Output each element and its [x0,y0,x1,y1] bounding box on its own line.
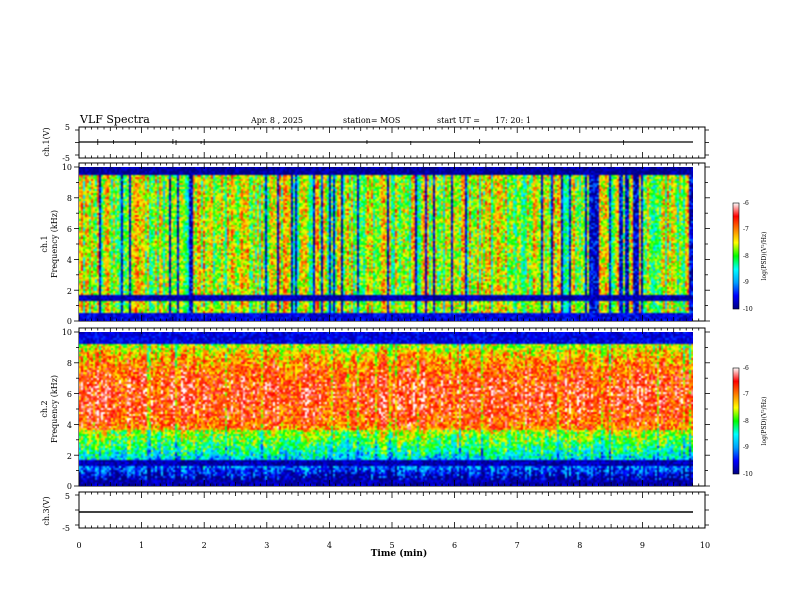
ch1-ytick-4: 4 [67,256,72,265]
header: VLF Spectra Apr. 8 , 2025 station= MOS s… [79,113,531,126]
ch2-ytick-8: 8 [67,359,72,368]
ch1-ytick-8: 8 [67,194,72,203]
ch2-ytick-2: 2 [67,452,72,461]
start-ut-label: start UT = [437,116,480,125]
x-tick-label: 5 [389,541,394,550]
ch2-spectrogram-panel: 10 8 6 4 2 0 ch.2 Frequency (kHz) [40,327,706,491]
x-tick-label: 1 [139,541,144,550]
ch1-spectrogram-image [79,167,693,321]
start-ut-value: 17: 20: 1 [495,116,531,125]
x-axis-label: Time (min) [371,548,428,559]
ch2-spec-ylabel: Frequency (kHz) [50,375,59,443]
cb1-tick--9: -9 [743,279,749,286]
colorbar-ch2-label: log(PSD)(V²/Hz) [761,397,768,446]
date-label: Apr. 8 , 2025 [250,116,303,125]
ch2-ytick-6: 6 [67,390,72,399]
cb1-tick--6: -6 [743,200,749,207]
ch1-spec-ylabel: Frequency (kHz) [50,210,59,278]
x-tick-label: 9 [640,541,645,550]
cb2-tick--8: -8 [743,418,749,425]
ch1-spec-channel-label: ch.1 [40,235,49,252]
axis-ticks [74,127,710,528]
ch1-ytick-top: 5 [65,123,70,132]
x-tick-label: 2 [202,541,207,550]
figure-title: VLF Spectra [79,113,150,126]
cb1-tick--10: -10 [743,306,753,313]
colorbar-ch2: -6 -7 -8 -9 -10 log(PSD)(V²/Hz) [732,365,768,478]
ch2-ytick-10: 10 [62,328,72,337]
x-tick-label: 6 [452,541,457,550]
ch1-waveform-spikes [97,139,625,145]
colorbar-ch2-gradient [732,367,740,475]
x-tick-label: 10 [700,541,710,550]
ch2-ytick-0: 0 [67,482,72,491]
ch1-ytick-10: 10 [62,163,72,172]
colorbar-ch1-gradient [732,202,740,310]
ch1-ytick-0: 0 [67,317,72,326]
cb1-tick--7: -7 [743,226,749,233]
cb2-tick--7: -7 [743,391,749,398]
ch2-ytick-4: 4 [67,421,72,430]
ch1-spectrogram-panel: 10 8 6 4 2 0 ch.1 Frequency (kHz) [40,162,706,326]
ch1-ytick-bottom: -5 [62,154,70,163]
cb2-tick--9: -9 [743,444,749,451]
ch3-waveform-ylabel: ch.3(V) [42,496,51,525]
x-tick-label: 0 [76,541,81,550]
ch3-ytick-bottom: -5 [62,524,70,533]
colorbar-ch1: -6 -7 -8 -9 -10 log(PSD)(V²/Hz) [732,200,768,313]
x-axis-tick-labels: 0 1 2 3 4 5 6 7 8 9 10 [76,541,710,550]
x-tick-label: 7 [515,541,520,550]
ch2-spec-channel-label: ch.2 [40,400,49,417]
station-label: station= MOS [343,116,400,125]
ch3-ytick-top: 5 [65,492,70,501]
cb1-tick--8: -8 [743,253,749,260]
ch1-ytick-6: 6 [67,225,72,234]
ch1-waveform-ylabel: ch.1(V) [42,127,51,156]
x-tick-label: 3 [264,541,269,550]
x-tick-label: 4 [327,541,332,550]
cb2-tick--10: -10 [743,471,753,478]
colorbar-ch1-label: log(PSD)(V²/Hz) [761,232,768,281]
x-tick-label: 8 [577,541,582,550]
ch2-spectrogram-image [79,332,693,486]
cb2-tick--6: -6 [743,365,749,372]
ch1-ytick-2: 2 [67,287,72,296]
